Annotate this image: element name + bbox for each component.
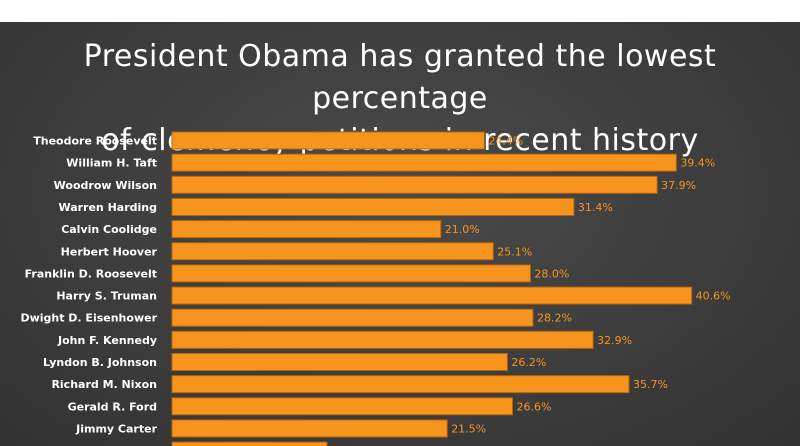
value-label-7: 40.6%	[696, 290, 731, 303]
category-label-7: Harry S. Truman	[56, 290, 157, 303]
bar-12	[171, 397, 513, 416]
bar-1	[171, 153, 677, 172]
bar-9	[171, 330, 594, 349]
value-label-5: 25.1%	[497, 245, 532, 258]
category-label-10: Lyndon B. Johnson	[43, 356, 157, 369]
bar-6	[171, 264, 531, 283]
bar-2	[171, 175, 658, 194]
bar-0	[171, 131, 485, 150]
bar-partial	[171, 441, 328, 446]
chart-title-line-1: President Obama has granted the lowest p…	[83, 39, 717, 116]
category-label-3: Warren Harding	[58, 201, 157, 214]
category-label-4: Calvin Coolidge	[61, 223, 157, 236]
bar-3	[171, 197, 575, 216]
bar-13	[171, 419, 448, 438]
value-label-0: 24.4%	[488, 135, 523, 148]
value-label-8: 28.2%	[537, 312, 572, 325]
category-label-13: Jimmy Carter	[75, 422, 157, 435]
category-label-2: Woodrow Wilson	[54, 179, 157, 192]
category-label-12: Gerald R. Ford	[68, 400, 157, 413]
bar-7	[171, 286, 693, 305]
category-label-8: Dwight D. Eisenhower	[20, 312, 157, 325]
category-label-9: John F. Kennedy	[57, 334, 157, 347]
bar-11	[171, 375, 630, 394]
value-label-10: 26.2%	[511, 356, 546, 369]
bar-5	[171, 242, 494, 261]
category-label-0: Theodore Roosevelt	[33, 135, 157, 148]
category-label-11: Richard M. Nixon	[51, 378, 157, 391]
value-label-6: 28.0%	[534, 267, 569, 280]
value-label-13: 21.5%	[451, 422, 486, 435]
bar-chart: Theodore Roosevelt 24.4% William H. Taft 39…	[20, 131, 731, 446]
value-label-11: 35.7%	[633, 378, 668, 391]
value-label-4: 21.0%	[445, 223, 480, 236]
chart-title: President Obama has granted the lowest p…	[0, 36, 800, 162]
category-label-6: Franklin D. Roosevelt	[25, 267, 157, 280]
bar-4	[171, 220, 442, 239]
value-label-1: 39.4%	[680, 157, 715, 170]
value-label-9: 32.9%	[597, 334, 632, 347]
chart-panel: President Obama has granted the lowest p…	[0, 22, 800, 446]
value-label-12: 26.6%	[516, 400, 551, 413]
bar-8	[171, 308, 534, 327]
value-label-3: 31.4%	[578, 201, 613, 214]
category-label-1: William H. Taft	[66, 157, 157, 170]
bar-10	[171, 353, 508, 371]
value-label-2: 37.9%	[661, 179, 696, 192]
category-label-5: Herbert Hoover	[61, 245, 158, 258]
